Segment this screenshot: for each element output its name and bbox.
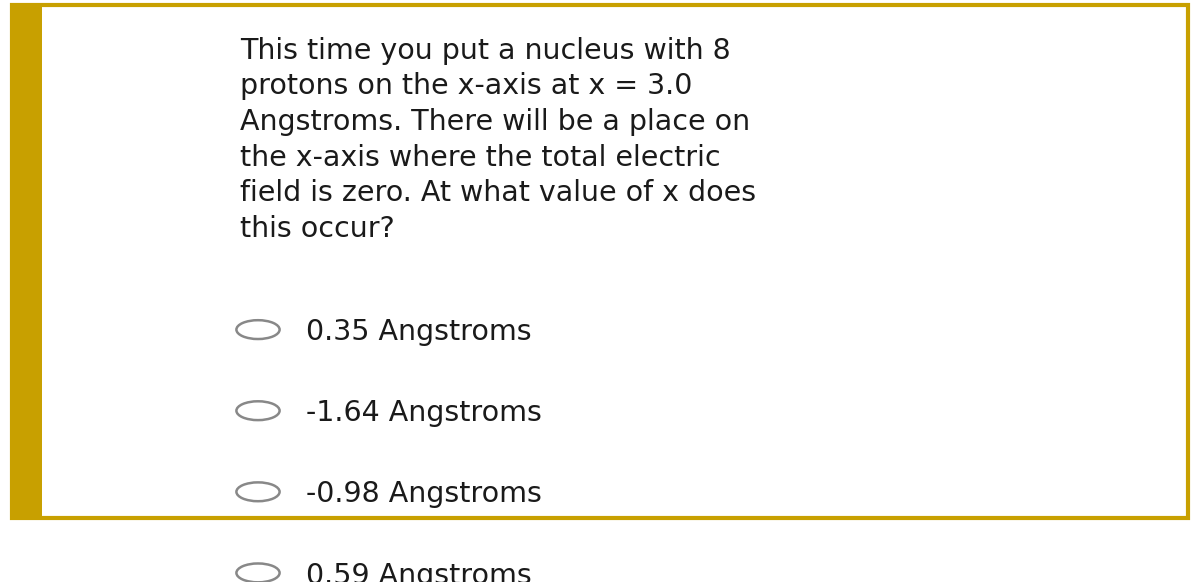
FancyBboxPatch shape	[12, 5, 1188, 518]
Circle shape	[236, 563, 280, 582]
Text: -1.64 Angstroms: -1.64 Angstroms	[306, 399, 542, 427]
FancyBboxPatch shape	[12, 5, 42, 518]
Circle shape	[236, 320, 280, 339]
Text: 0.59 Angstroms: 0.59 Angstroms	[306, 562, 532, 582]
Text: This time you put a nucleus with 8
protons on the x-axis at x = 3.0
Angstroms. T: This time you put a nucleus with 8 proto…	[240, 37, 756, 243]
Text: -0.98 Angstroms: -0.98 Angstroms	[306, 480, 542, 509]
Circle shape	[236, 401, 280, 420]
Text: 0.35 Angstroms: 0.35 Angstroms	[306, 318, 532, 346]
Circle shape	[236, 482, 280, 501]
